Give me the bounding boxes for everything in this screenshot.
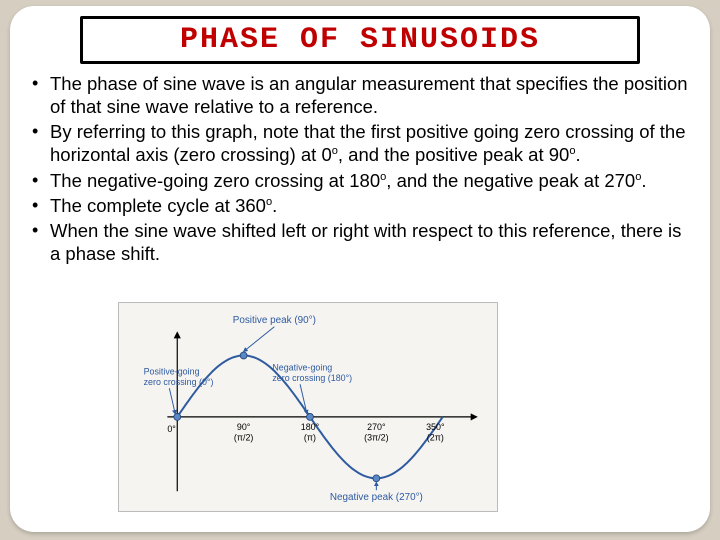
bullet-item: When the sine wave shifted left or right…	[28, 219, 692, 265]
chart-svg: 0° 90° (π/2) 180° (π) 270° (3π/2) 350° (…	[119, 303, 497, 511]
bullet-text: .	[576, 144, 581, 165]
chart-annotation: zero crossing (0°)	[144, 377, 214, 387]
chart-annotation: Positive peak (90°)	[233, 315, 316, 326]
sine-chart: 0° 90° (π/2) 180° (π) 270° (3π/2) 350° (…	[118, 302, 498, 512]
axis-tick: 350°	[426, 422, 445, 432]
axis-tick: 90°	[237, 422, 251, 432]
bullet-item: The negative-going zero crossing at 180o…	[28, 169, 692, 192]
bullet-text: The negative-going zero crossing at 180	[50, 170, 380, 191]
bullet-text: The phase of sine wave is an angular mea…	[50, 73, 688, 117]
bullet-text: When the sine wave shifted left or right…	[50, 220, 681, 264]
slide-card: PHASE OF SINUSOIDS The phase of sine wav…	[10, 6, 710, 532]
bullet-text: .	[641, 170, 646, 191]
axis-tick: (3π/2)	[364, 433, 388, 443]
bullet-item: By referring to this graph, note that th…	[28, 120, 692, 166]
axis-tick: (2π)	[427, 433, 444, 443]
axis-tick: 0°	[167, 424, 176, 434]
bullet-list: The phase of sine wave is an angular mea…	[10, 72, 710, 265]
chart-annotation: zero crossing (180°)	[272, 373, 352, 383]
bullet-text: .	[272, 195, 277, 216]
bullet-text: , and the negative peak at 270	[386, 170, 635, 191]
chart-annotation: Negative peak (270°)	[330, 492, 423, 503]
bullet-item: The phase of sine wave is an angular mea…	[28, 72, 692, 118]
axis-tick: 270°	[367, 422, 386, 432]
axis-tick: 180°	[301, 422, 320, 432]
chart-annotation: Positive-going	[144, 366, 200, 376]
axis-tick: (π/2)	[234, 433, 254, 443]
bullet-text: The complete cycle at 360	[50, 195, 266, 216]
bullet-item: The complete cycle at 360o.	[28, 194, 692, 217]
slide-title: PHASE OF SINUSOIDS	[180, 23, 540, 57]
chart-annotation: Negative-going	[272, 362, 332, 372]
axis-tick: (π)	[304, 433, 316, 443]
title-box: PHASE OF SINUSOIDS	[80, 16, 640, 64]
bullet-text: , and the positive peak at 90	[338, 144, 569, 165]
